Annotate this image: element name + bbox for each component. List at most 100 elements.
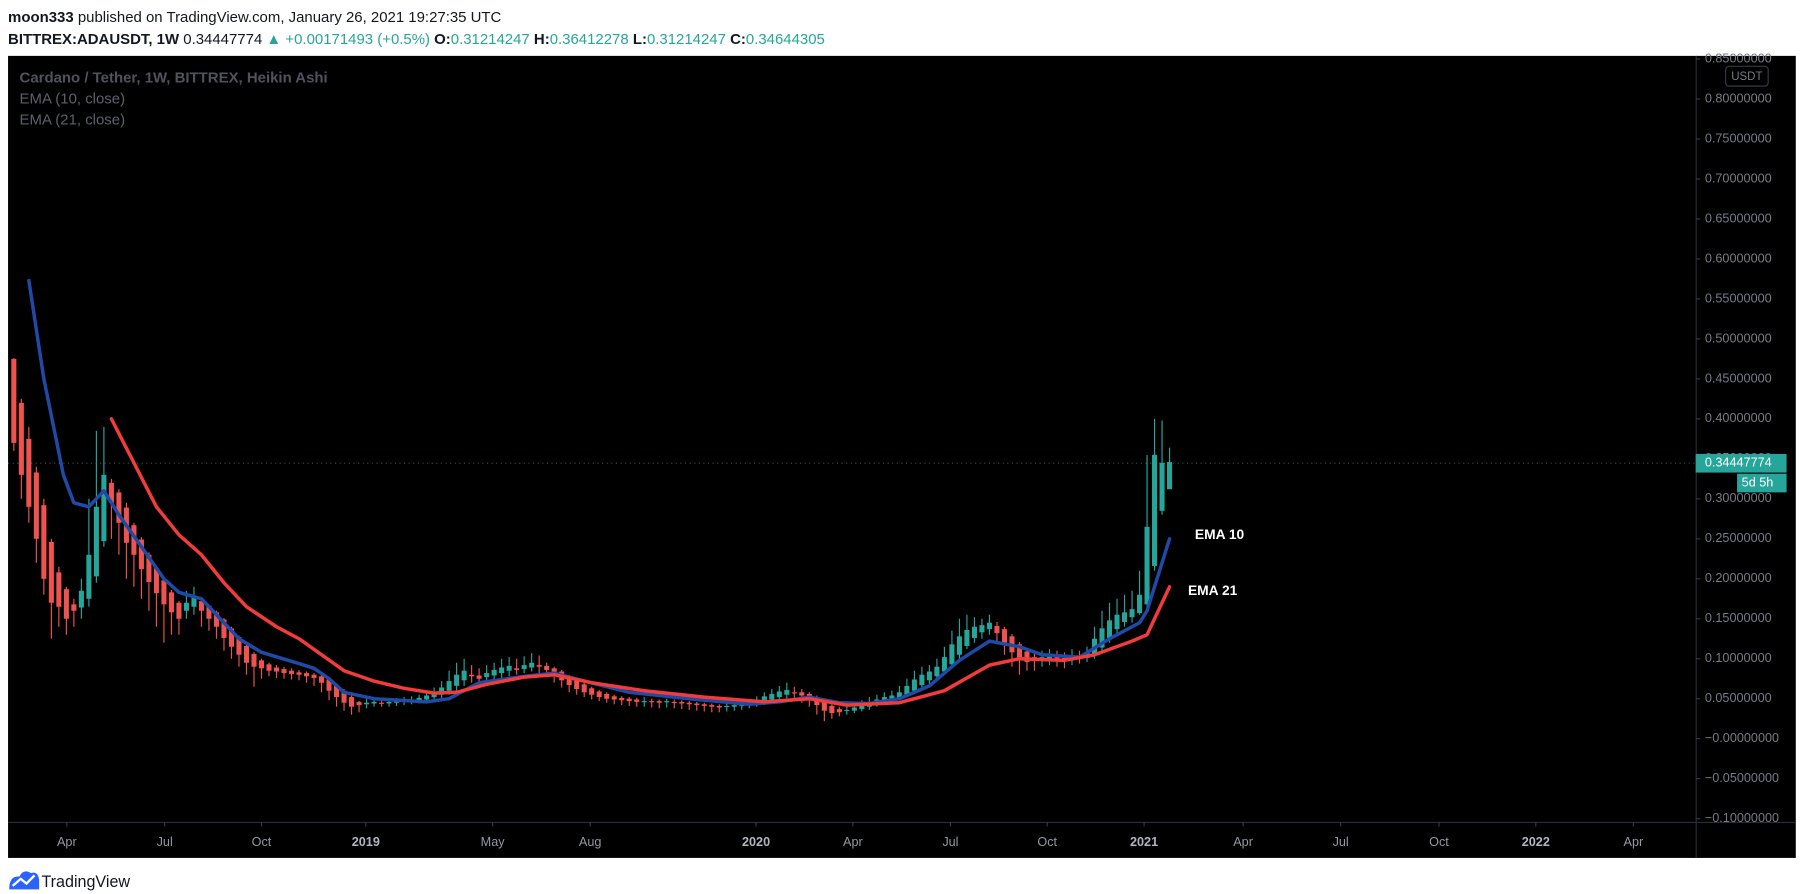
candle-body xyxy=(281,669,287,674)
candle-body xyxy=(634,699,640,702)
y-tick-label: 0.75000000 xyxy=(1705,130,1772,145)
candle-body xyxy=(161,580,167,605)
candle-body xyxy=(776,691,782,698)
y-tick-label: 0.05000000 xyxy=(1705,690,1772,705)
plot xyxy=(11,278,1173,722)
candle-body xyxy=(956,636,962,655)
y-tick-label: 0.20000000 xyxy=(1705,570,1772,585)
candle-body xyxy=(491,669,497,676)
symbol-line: BITTREX:ADAUSDT, 1W 0.34447774 ▲ +0.0017… xyxy=(8,31,825,48)
x-tick-label: Apr xyxy=(57,834,77,849)
candle-body xyxy=(454,674,460,686)
brand: TradingView xyxy=(41,873,130,891)
candle-body xyxy=(701,704,707,706)
candle-body xyxy=(1167,462,1173,490)
candle-body xyxy=(694,703,700,706)
logo: TradingView xyxy=(9,871,130,891)
candle-body xyxy=(1001,629,1007,643)
candle-body xyxy=(566,676,572,686)
candle-body xyxy=(709,705,715,707)
candle-body xyxy=(641,701,647,703)
x-tick-label: Apr xyxy=(1233,834,1253,849)
ema-line xyxy=(27,278,1172,707)
candle-body xyxy=(1099,628,1105,648)
candle-body xyxy=(101,474,107,542)
candle-body xyxy=(859,705,865,710)
y-tick-label: −0.05000000 xyxy=(1705,770,1779,785)
candle-body xyxy=(131,525,137,555)
candle-body xyxy=(1144,526,1150,605)
candle-body xyxy=(941,657,947,672)
candle-body xyxy=(424,695,430,700)
candle-body xyxy=(71,604,77,611)
candle-body xyxy=(386,701,392,704)
logo-stroke xyxy=(11,874,36,887)
candle-body xyxy=(836,709,842,713)
x-tick-label: 2019 xyxy=(352,834,380,849)
candle-body xyxy=(964,629,970,646)
candle-body xyxy=(356,701,362,706)
candle-body xyxy=(146,554,152,582)
currency: USDT xyxy=(1731,71,1762,83)
candle-body xyxy=(78,590,84,608)
candle-body xyxy=(536,665,542,667)
countdown-box xyxy=(1737,473,1787,493)
candle-body xyxy=(108,482,114,503)
h-label: H: xyxy=(534,31,550,48)
candle-body xyxy=(731,705,737,707)
ema-line xyxy=(109,417,1172,707)
candle-body xyxy=(176,602,182,619)
candle-body xyxy=(611,696,617,700)
candle-body xyxy=(416,697,422,701)
candle-body xyxy=(1024,651,1030,662)
candle-body xyxy=(394,701,400,703)
candle-body xyxy=(33,472,39,539)
candle-body xyxy=(138,539,144,570)
candle-body xyxy=(514,668,520,670)
x-tick-label: Apr xyxy=(843,834,863,849)
y-tick-label: −0.10000000 xyxy=(1705,810,1779,825)
x-tick-label: Aug xyxy=(579,834,602,849)
candle-body xyxy=(296,672,302,675)
candle-body xyxy=(63,589,69,619)
y-tick-label: 0.55000000 xyxy=(1705,290,1772,305)
candle-body xyxy=(48,541,54,603)
x-tick-label: 2020 xyxy=(742,834,770,849)
candle-body xyxy=(521,665,527,670)
candle-body xyxy=(213,612,219,627)
x-tick-label: May xyxy=(481,834,506,849)
candle-body xyxy=(506,665,512,671)
x-tick-label: Jul xyxy=(1333,834,1349,849)
c: 0.34644305 xyxy=(746,31,825,48)
candle-body xyxy=(686,702,692,705)
symbol: BITTREX:ADAUSDT, 1W xyxy=(8,31,180,48)
legend-ema10: EMA (10, close) xyxy=(20,91,126,108)
chart-title: Cardano / Tether, 1W, BITTREX, Heikin As… xyxy=(20,70,328,87)
candle-body xyxy=(1046,655,1053,659)
chart-background xyxy=(8,55,1796,858)
candle-body xyxy=(116,492,122,523)
x-tick-label: 2021 xyxy=(1130,834,1158,849)
candle-body xyxy=(769,693,775,700)
candle-body xyxy=(484,673,490,678)
c-label: C: xyxy=(730,31,746,48)
candle-body xyxy=(273,667,280,672)
candle-body xyxy=(1054,657,1060,659)
candle-body xyxy=(979,625,985,633)
candle-body xyxy=(619,697,625,701)
candle-body xyxy=(258,660,265,669)
x-tick-label: Jul xyxy=(157,834,173,849)
candle-body xyxy=(829,705,835,714)
l-label: L: xyxy=(633,31,647,48)
candle-body xyxy=(364,702,370,705)
x-tick-label: Oct xyxy=(252,834,272,849)
l: 0.31214247 xyxy=(647,31,726,48)
y-tick-label: 0.25000000 xyxy=(1705,530,1772,545)
ema-annotation: EMA 10 xyxy=(1195,526,1245,542)
candle-body xyxy=(656,701,662,703)
x-tick-label: Oct xyxy=(1037,834,1057,849)
candle-body xyxy=(679,701,685,704)
candle-body xyxy=(604,693,610,699)
candle-body xyxy=(784,689,790,695)
